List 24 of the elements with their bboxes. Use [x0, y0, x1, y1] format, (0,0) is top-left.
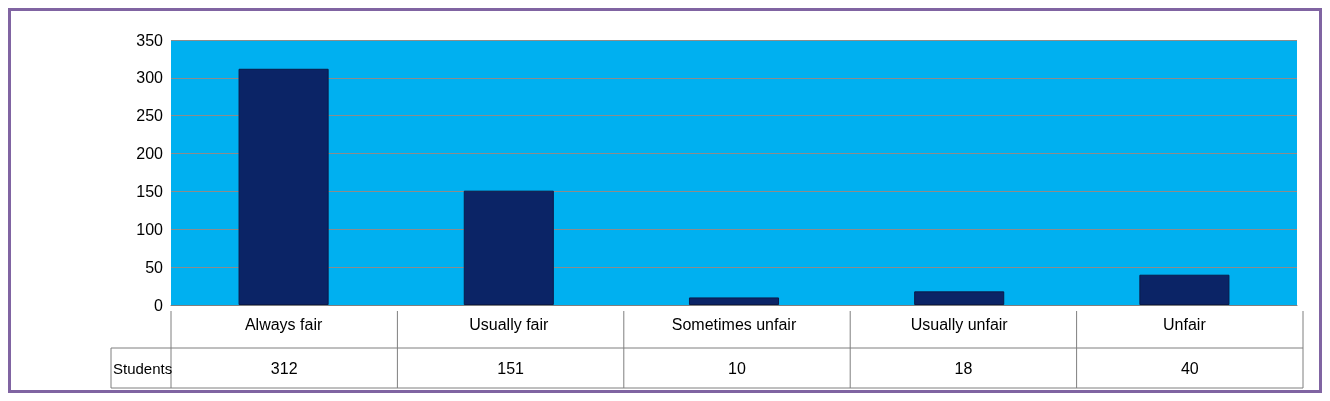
y-tick-label: 250: [136, 107, 164, 125]
x-tick-label: Always fair: [244, 315, 323, 333]
x-tick-label: Sometimes unfair: [671, 315, 797, 333]
bar: [1139, 274, 1230, 305]
x-tick-label: Unfair: [1163, 315, 1207, 333]
bar: [463, 190, 554, 305]
y-tick-label: 150: [136, 182, 164, 200]
bar: [688, 297, 780, 305]
data-label: 312: [270, 359, 298, 377]
y-tick-label: 0: [154, 296, 164, 314]
bar: [238, 68, 329, 305]
y-tick-label: 50: [145, 258, 164, 276]
data-label: 151: [497, 359, 525, 377]
x-tick-label: Usually fair: [469, 315, 550, 333]
y-tick-label: 200: [136, 145, 164, 163]
data-label: 18: [954, 359, 973, 377]
y-tick-label: 300: [136, 69, 164, 87]
bar: [914, 291, 1005, 305]
y-tick-label: 350: [136, 31, 164, 49]
data-label: 10: [728, 359, 746, 377]
text: Students: [113, 359, 173, 377]
x-tick-label: Usually unfair: [910, 315, 1009, 333]
y-tick-label: 100: [136, 220, 164, 238]
data-label: 40: [1180, 359, 1199, 377]
